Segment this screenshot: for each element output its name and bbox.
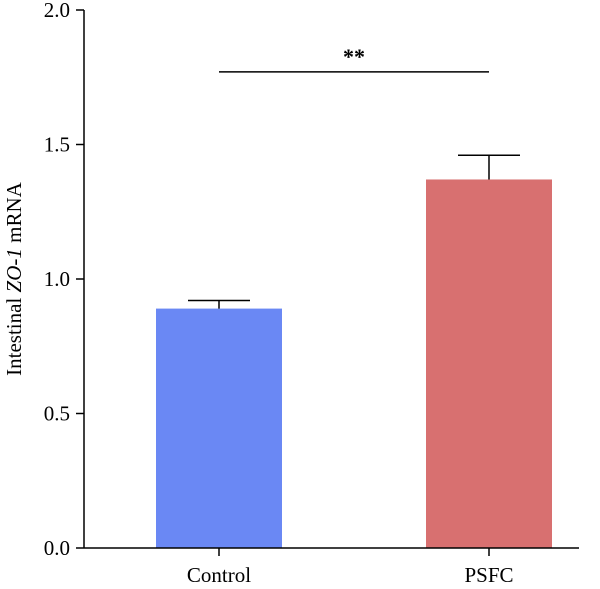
y-axis-label: Intestinal ZO-1 mRNA: [2, 181, 26, 376]
y-tick-label-4: 2.0: [44, 0, 70, 22]
y-tick-label-1: 0.5: [44, 402, 70, 426]
y-axis-label-suffix: mRNA: [2, 181, 26, 248]
error-bars: [188, 154, 520, 309]
x-tick-label-control: Control: [187, 563, 251, 587]
x-axis-ticks: Control PSFC: [187, 548, 514, 587]
significance-annotation: **: [219, 44, 489, 73]
bar-psfc: [426, 179, 552, 548]
y-tick-label-2: 1.0: [44, 267, 70, 291]
bar-control: [156, 308, 282, 548]
y-tick-label-0: 0.0: [44, 536, 70, 560]
y-axis-label-gene: ZO-1: [2, 248, 26, 292]
error-bar-control: [188, 299, 250, 309]
y-axis-label-prefix: Intestinal: [2, 292, 26, 375]
bars: [156, 179, 552, 548]
y-axis-ticks: 0.0 0.5 1.0 1.5 2.0: [44, 0, 84, 560]
x-tick-label-psfc: PSFC: [464, 563, 513, 587]
error-bar-psfc: [458, 154, 520, 180]
y-tick-label-3: 1.5: [44, 133, 70, 157]
significance-label: **: [343, 44, 365, 69]
